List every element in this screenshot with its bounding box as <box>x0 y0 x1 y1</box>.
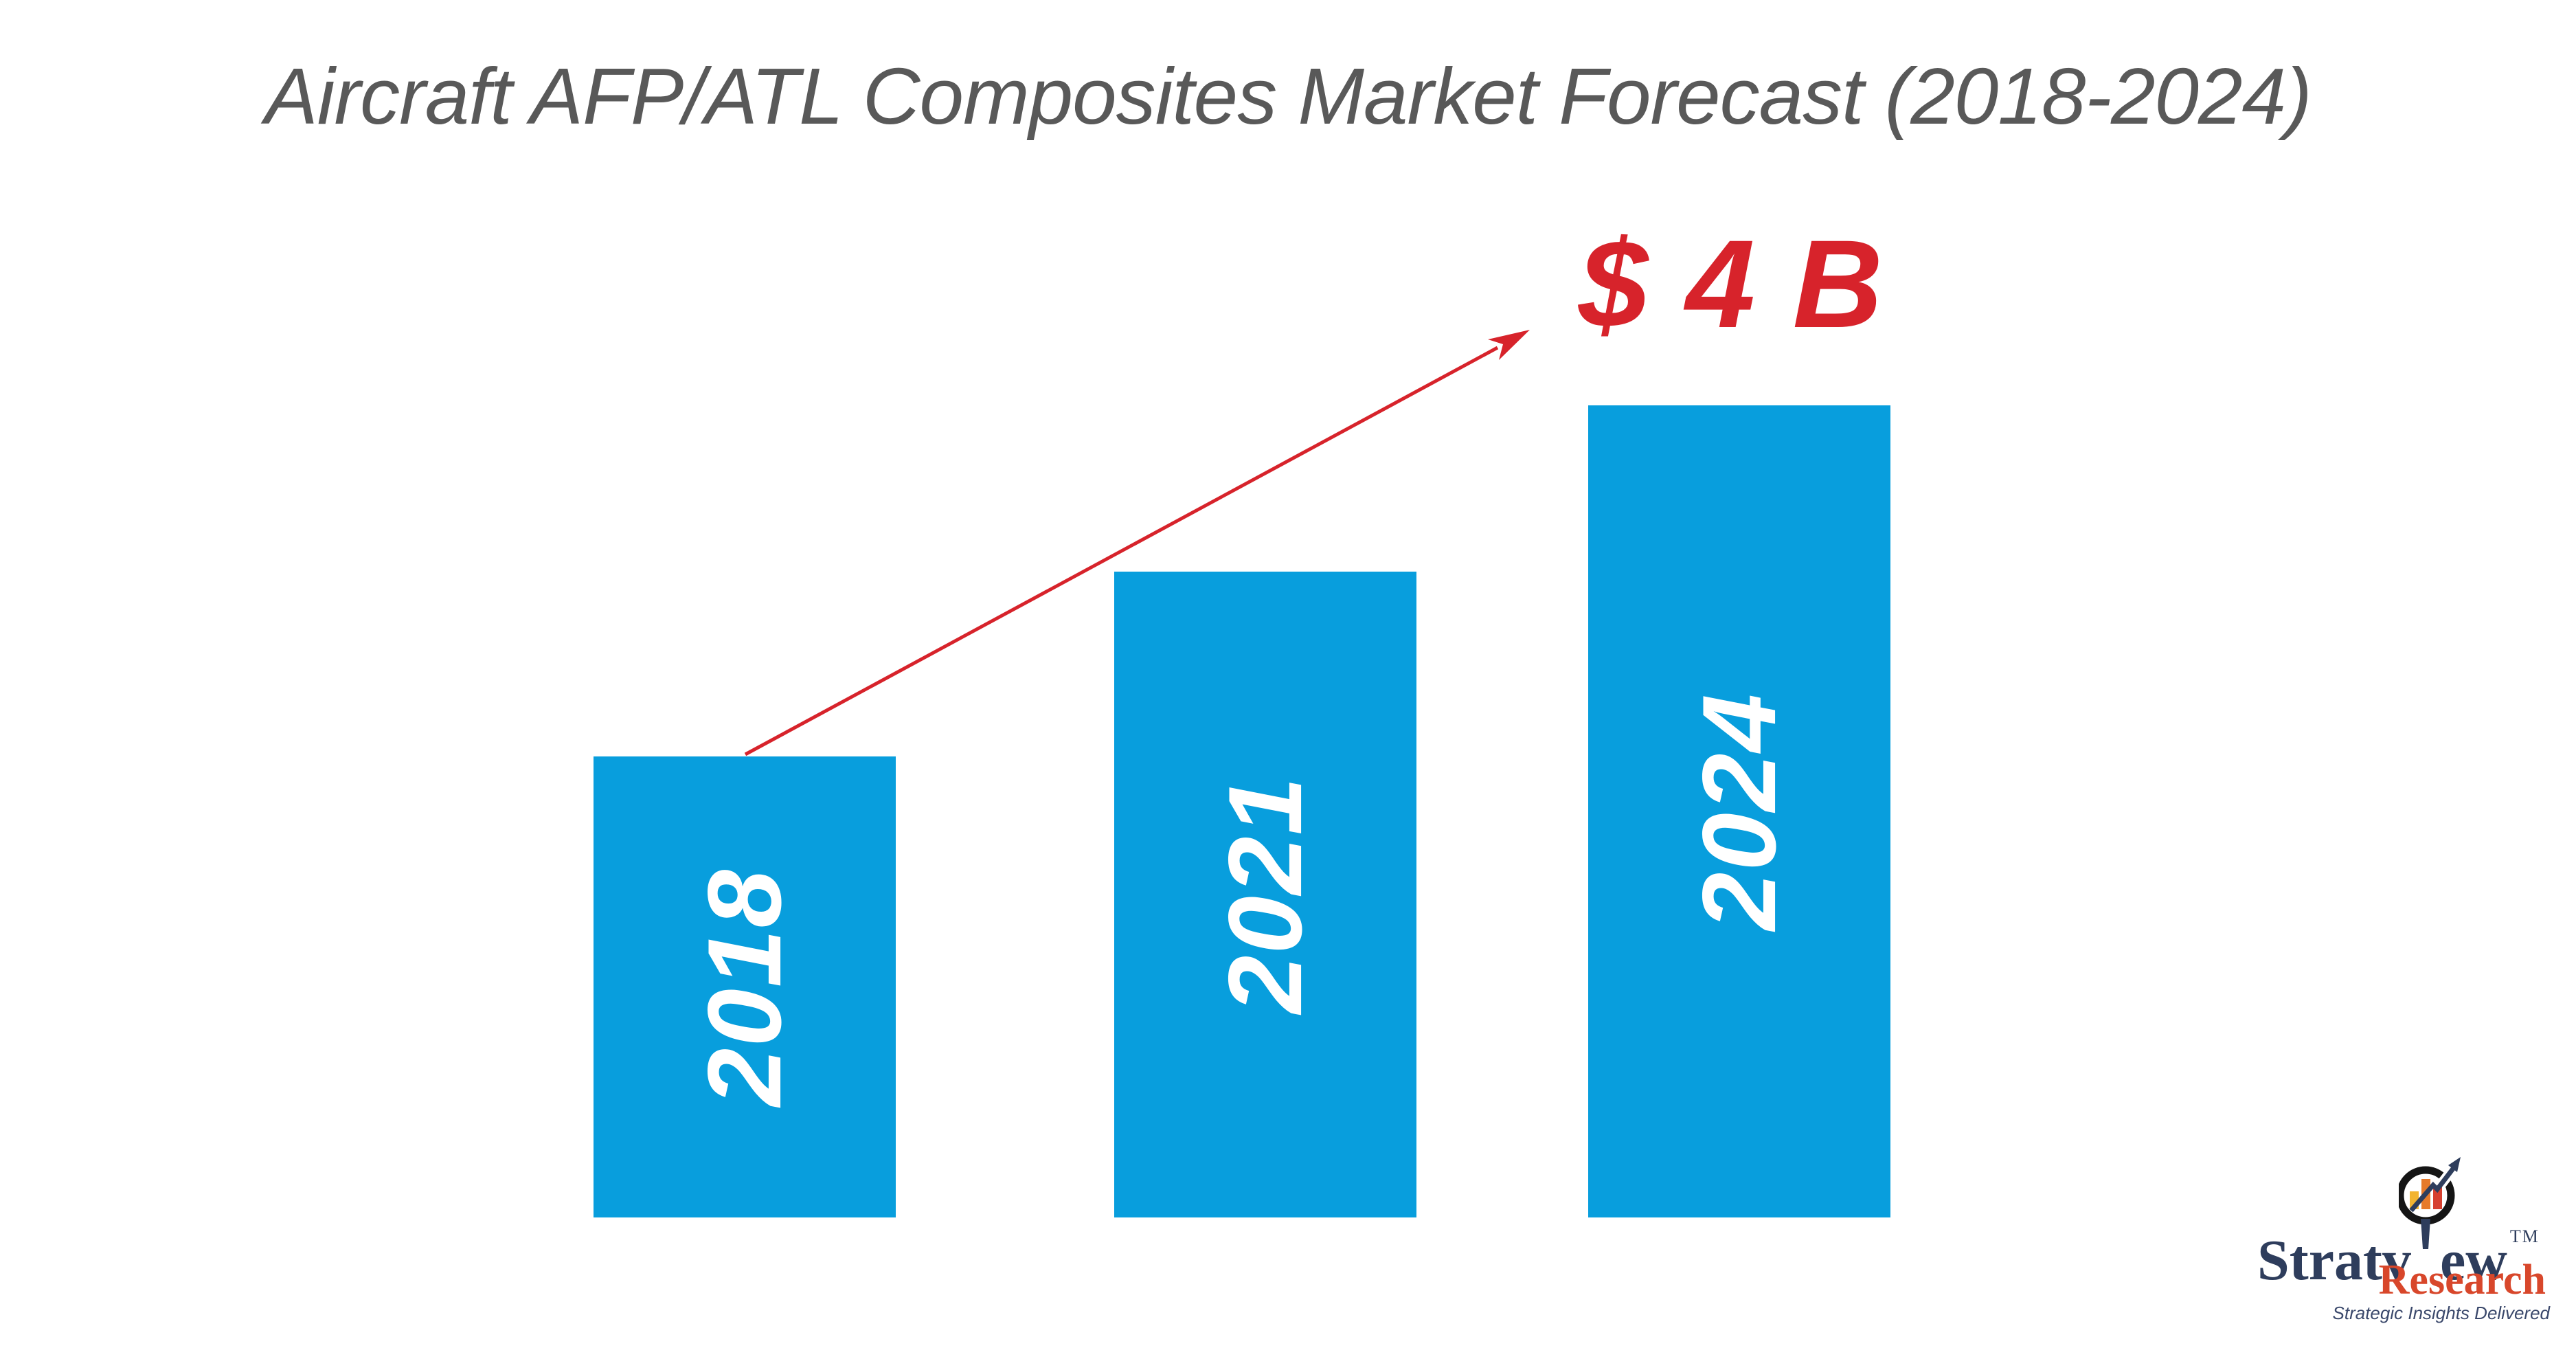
value-annotation: $ 4 B <box>1579 214 1885 354</box>
trademark-symbol: TM <box>2509 1226 2540 1246</box>
magnifier-chart-icon <box>2399 1157 2461 1249</box>
icon-trend-arrow-head <box>2448 1157 2461 1172</box>
chart-title: Aircraft AFP/ATL Composites Market Forec… <box>264 52 2312 141</box>
brand-tagline: Strategic Insights Delivered <box>2332 1303 2550 1323</box>
bar-label-2021: 2021 <box>1206 775 1324 1014</box>
brand-name-suffix: ew <box>2439 1228 2507 1292</box>
stratview-logo: Stratv ew TM Research Strategic Insights D… <box>2253 1135 2560 1341</box>
brand-name-prefix: Stratv <box>2257 1228 2411 1292</box>
brand-name: Stratv ew TM <box>2257 1208 2540 1290</box>
icon-trend-line <box>2409 1167 2455 1213</box>
bar-2018: 2018 <box>594 756 896 1217</box>
bar-label-2024: 2024 <box>1680 692 1798 931</box>
brand-name-line2: Research <box>2378 1257 2546 1303</box>
growth-arrow-head <box>1488 330 1530 360</box>
bar-2024: 2024 <box>1588 405 1890 1217</box>
icon-bar-red <box>2433 1187 2442 1209</box>
bar-label-2018: 2018 <box>686 868 803 1106</box>
magnifier-handle <box>2421 1219 2430 1249</box>
bar-2021: 2021 <box>1114 572 1416 1217</box>
